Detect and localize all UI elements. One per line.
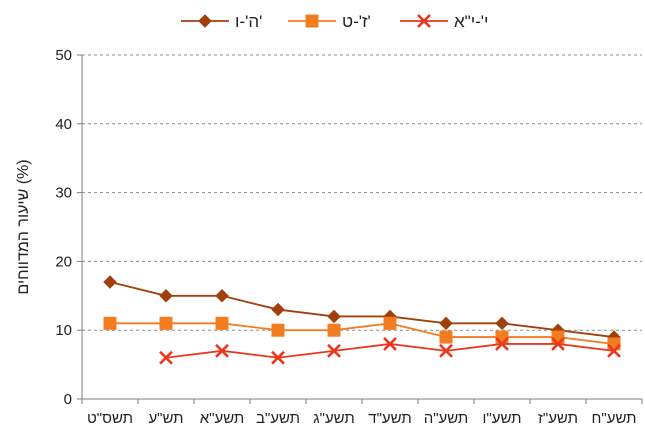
series-1 <box>103 275 621 344</box>
data-point-stroke <box>607 343 621 358</box>
data-point <box>551 337 565 351</box>
data-point <box>159 316 173 330</box>
data-point <box>327 323 341 337</box>
legend-marker <box>198 14 212 28</box>
y-axis-label: שיעור המדווחים (%) <box>15 159 32 294</box>
x-tick-label: תשע"ב <box>256 410 300 427</box>
data-point-stroke <box>159 350 173 365</box>
data-point <box>383 337 397 351</box>
gridlines <box>82 54 642 331</box>
y-tick-label: 10 <box>55 322 72 339</box>
y-tick-label: 0 <box>64 391 72 408</box>
data-point <box>439 343 453 358</box>
series-3 <box>159 337 621 365</box>
series-line <box>165 343 615 359</box>
y-tick-label: 20 <box>55 253 72 270</box>
legend-label: ז'-ט' <box>342 12 371 31</box>
series-2 <box>103 316 621 351</box>
data-point-stroke <box>383 337 397 351</box>
data-point <box>551 330 565 344</box>
x-tick-label: תשע"ו <box>483 410 522 427</box>
legend: ה'-ו' ז'-ט' י'-י"א <box>181 12 488 31</box>
x-tick-label: תשע"ג <box>313 410 354 427</box>
x-tick-label: תשע"ח <box>592 410 637 427</box>
legend-label: י'-י"א <box>454 12 488 31</box>
y-tick-label: 50 <box>55 47 72 64</box>
data-point-stroke <box>327 343 341 358</box>
legend-item: ז'-ט' <box>288 12 371 31</box>
x-tick-label: תשס"ט <box>87 410 133 427</box>
data-point <box>607 343 621 358</box>
data-point <box>103 275 117 289</box>
legend-marker-stroke <box>417 14 431 28</box>
legend-item: י'-י"א <box>400 12 488 31</box>
data-point-stroke <box>495 337 509 351</box>
data-point <box>271 302 285 317</box>
legend-marker <box>305 14 319 28</box>
data-point <box>439 330 453 344</box>
data-point <box>159 288 173 303</box>
data-point <box>607 337 621 351</box>
data-point-stroke <box>551 337 565 351</box>
legend-item: ה'-ו' <box>181 12 262 31</box>
data-point <box>439 316 453 331</box>
series-line <box>110 322 615 345</box>
series-group <box>103 275 621 365</box>
x-tick-label: תשע"ה <box>424 410 469 427</box>
data-point <box>215 288 229 303</box>
data-point <box>271 350 285 365</box>
data-point <box>495 337 509 351</box>
x-tick-label: תשע"ד <box>368 410 411 427</box>
y-tick-label: 40 <box>55 116 72 133</box>
data-point <box>327 309 341 324</box>
data-point <box>495 316 509 331</box>
data-point-stroke <box>271 350 285 365</box>
data-point <box>103 316 117 330</box>
x-tick-label: תשע"ז <box>538 410 578 427</box>
series-line <box>109 281 615 338</box>
y-tick-label: 30 <box>55 185 72 202</box>
y-tick-labels: 0 10 20 30 40 50 <box>55 47 72 408</box>
data-point-stroke <box>215 343 229 358</box>
data-point-stroke <box>439 343 453 358</box>
data-point <box>215 316 229 330</box>
data-point <box>215 343 229 358</box>
data-point <box>495 330 509 344</box>
data-point <box>159 350 173 365</box>
data-point <box>383 316 397 330</box>
data-point <box>327 343 341 358</box>
axes <box>77 54 643 404</box>
x-tick-label: תש"ע <box>148 410 183 427</box>
x-tick-label: תשע"א <box>200 410 245 427</box>
legend-label: ה'-ו' <box>235 12 262 31</box>
legend-marker <box>417 14 431 28</box>
x-tick-labels: תשס"ט תש"ע תשע"א תשע"ב תשע"ג תשע"ד תשע"ה תשע"ו ת… <box>87 410 636 427</box>
data-point <box>271 323 285 337</box>
